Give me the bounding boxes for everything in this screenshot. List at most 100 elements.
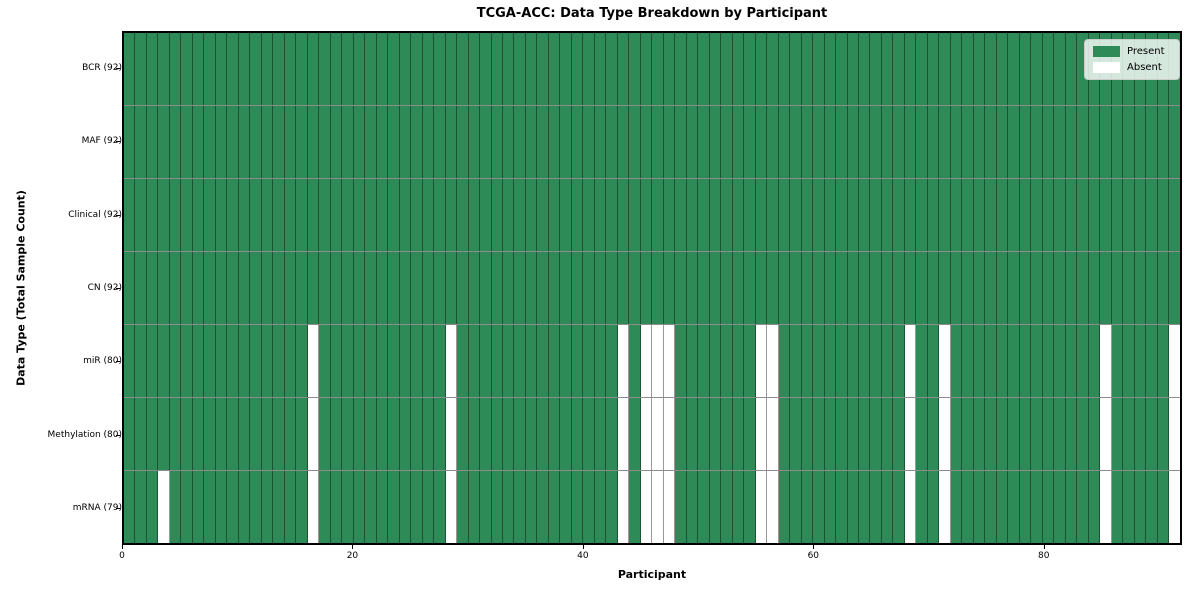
heatmap-cell [859, 398, 871, 470]
heatmap-cell [192, 179, 205, 251]
x-tick-mark [582, 545, 584, 549]
heatmap-cell [296, 471, 308, 543]
heatmap-cell [721, 398, 733, 470]
heatmap-cell [215, 252, 228, 324]
heatmap-cell [916, 179, 928, 251]
heatmap-cell [836, 398, 848, 470]
heatmap-cell [1077, 106, 1089, 178]
heatmap-cell [686, 33, 699, 105]
heatmap-cell [560, 471, 572, 543]
heatmap-cell [813, 33, 825, 105]
heatmap-cell [1054, 106, 1066, 178]
heatmap-cell [330, 179, 343, 251]
heatmap-cell [675, 471, 687, 543]
heatmap-cell [250, 106, 262, 178]
heatmap-cell [307, 252, 320, 324]
y-tick-label: Methylation (80) [47, 429, 122, 440]
heatmap-cell [778, 106, 791, 178]
heatmap-cell [250, 33, 262, 105]
heatmap-cell [698, 33, 710, 105]
heatmap-cell [388, 33, 400, 105]
heatmap-cell [388, 471, 400, 543]
heatmap-cell [732, 106, 745, 178]
x-tick-label: 20 [346, 551, 359, 561]
heatmap-cell [1077, 325, 1089, 397]
heatmap-cell [973, 471, 986, 543]
heatmap-cell [514, 325, 526, 397]
y-tick-mark [116, 288, 120, 289]
legend-swatch-absent [1093, 62, 1120, 73]
heatmap-cell [836, 325, 848, 397]
heatmap-cell [146, 325, 159, 397]
heatmap-cell [158, 106, 170, 178]
heatmap-cell [640, 179, 653, 251]
heatmap-cell [1031, 325, 1043, 397]
x-tick-label: 40 [577, 551, 589, 561]
heatmap-cell [836, 179, 848, 251]
heatmap-cell [939, 252, 951, 324]
heatmap-cell [342, 325, 354, 397]
heatmap-cell [434, 471, 446, 543]
heatmap-cell [376, 325, 389, 397]
heatmap-cell [319, 33, 331, 105]
heatmap-cell [962, 179, 974, 251]
heatmap-cell [330, 252, 343, 324]
heatmap-cell [801, 325, 814, 397]
heatmap-cell [215, 179, 228, 251]
heatmap-cell [916, 252, 928, 324]
heatmap-cell [583, 33, 595, 105]
heatmap-cell [744, 398, 756, 470]
heatmap-cell [502, 252, 515, 324]
heatmap-cell [376, 398, 389, 470]
heatmap-cell [652, 33, 664, 105]
heatmap-cell [365, 179, 377, 251]
heatmap-cell [135, 106, 147, 178]
y-tick-mark [116, 67, 120, 69]
heatmap-cell [939, 106, 951, 178]
heatmap-cell [457, 325, 469, 397]
heatmap-cell [158, 179, 170, 251]
heatmap-cell [135, 471, 147, 543]
heatmap-cell [744, 33, 756, 105]
heatmap-cell [1088, 179, 1101, 251]
heatmap-cell [1111, 398, 1124, 470]
heatmap-row [124, 106, 1180, 179]
heatmap-cell [790, 471, 802, 543]
heatmap-cell [594, 325, 607, 397]
heatmap-cell [192, 471, 205, 543]
heatmap-cell [732, 398, 745, 470]
heatmap-cell [548, 252, 561, 324]
heatmap-cell [939, 471, 951, 543]
heatmap-cell [181, 33, 193, 105]
heatmap-plot [122, 31, 1182, 545]
heatmap-cell [158, 398, 170, 470]
heatmap-cell [985, 471, 997, 543]
heatmap-cell [548, 33, 561, 105]
y-tick-mark [116, 361, 120, 363]
heatmap-cell [548, 325, 561, 397]
heatmap-cell [411, 471, 423, 543]
heatmap-cell [571, 179, 584, 251]
heatmap-cell [778, 471, 791, 543]
heatmap-cell [261, 398, 274, 470]
y-tick-mark [116, 214, 120, 216]
heatmap-cell [1008, 252, 1020, 324]
heatmap-cell [1008, 33, 1020, 105]
heatmap-cell [215, 398, 228, 470]
heatmap-cell [767, 325, 779, 397]
heatmap-cell [158, 471, 170, 543]
heatmap-cell [893, 252, 905, 324]
heatmap-cell [859, 471, 871, 543]
heatmap-cell [537, 471, 549, 543]
heatmap-cell [870, 106, 882, 178]
heatmap-cell [1134, 252, 1147, 324]
heatmap-cell [916, 471, 928, 543]
heatmap-cell [238, 325, 251, 397]
heatmap-cell [755, 398, 768, 470]
heatmap-cell [594, 33, 607, 105]
heatmap-cell [813, 398, 825, 470]
heatmap-cell [1019, 325, 1032, 397]
heatmap-cell [973, 106, 986, 178]
heatmap-cell [870, 471, 882, 543]
heatmap-cell [296, 398, 308, 470]
